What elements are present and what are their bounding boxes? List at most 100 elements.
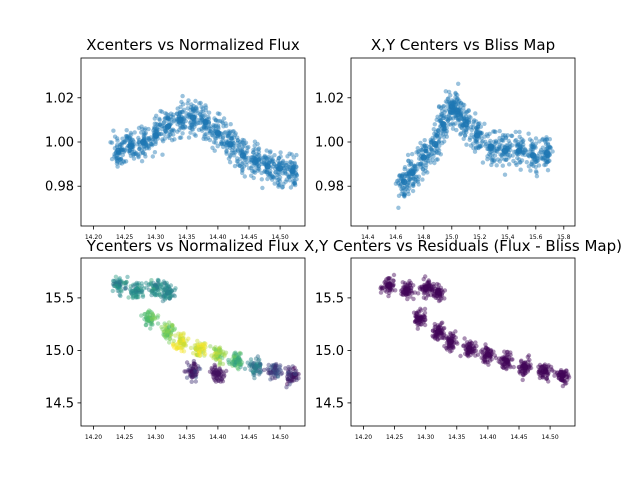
scatter-dot: [240, 144, 245, 150]
scatter-dot: [412, 163, 418, 169]
scatter-dot: [529, 153, 535, 158]
scatter-dot: [529, 143, 535, 149]
scatter-dot: [449, 339, 454, 344]
scatter-dot: [543, 155, 548, 161]
scatter-dot: [429, 138, 434, 144]
scatter-dot: [408, 285, 413, 290]
scatter-dot: [155, 284, 160, 289]
scatter-dot: [445, 336, 450, 341]
scatter-dot: [288, 163, 293, 168]
scatter-dot: [545, 148, 551, 153]
scatter-dot: [446, 114, 451, 119]
scatter-dot: [530, 142, 535, 147]
scatter-dot: [230, 129, 235, 134]
scatter-dot: [452, 109, 457, 115]
scatter-dot: [168, 289, 173, 295]
x-tick-label: 14.40: [479, 434, 496, 441]
scatter-dot: [532, 153, 537, 158]
scatter-dot: [428, 139, 434, 145]
scatter-dot: [468, 125, 474, 130]
scatter-dot: [155, 127, 161, 133]
scatter-dot: [164, 291, 170, 296]
scatter-dot: [174, 117, 180, 122]
scatter-dot: [291, 182, 296, 187]
scatter-dot: [499, 355, 505, 360]
scatter-dot: [515, 155, 520, 161]
scatter-dot: [444, 340, 450, 345]
scatter-dot: [211, 370, 216, 376]
scatter-dot: [461, 136, 466, 141]
data-point: [401, 178, 408, 185]
scatter-dot: [141, 139, 147, 145]
scatter-dot: [413, 167, 418, 172]
scatter-dot: [436, 326, 441, 331]
scatter-dot: [542, 149, 547, 154]
scatter-dot: [523, 148, 528, 153]
scatter-dot: [217, 132, 222, 138]
scatter-dot: [405, 282, 410, 288]
scatter-dot: [197, 111, 203, 117]
scatter-dot: [237, 163, 243, 168]
scatter-dot: [165, 286, 171, 291]
scatter-dot: [452, 109, 457, 114]
scatter-dot: [415, 320, 420, 326]
scatter-dot: [179, 348, 184, 354]
scatter-dot: [435, 157, 440, 162]
scatter-dot: [441, 115, 447, 121]
scatter-dot: [433, 289, 438, 294]
scatter-dot: [426, 284, 431, 289]
scatter-dot: [450, 344, 456, 349]
scatter-dot: [536, 369, 541, 375]
data-point: [466, 345, 473, 352]
scatter-dot: [233, 148, 238, 153]
scatter-dot: [391, 278, 396, 283]
x-tick-label: 15.6: [529, 234, 543, 241]
scatter-dot: [177, 335, 182, 340]
scatter-dot: [155, 131, 160, 137]
scatter-dot: [250, 155, 255, 160]
scatter-dot: [423, 286, 429, 292]
scatter-dot: [141, 144, 146, 149]
scatter-dot: [386, 279, 392, 284]
scatter-dot: [257, 167, 262, 172]
scatter-dot: [115, 278, 120, 283]
scatter-dot: [500, 357, 505, 362]
data-point: [540, 368, 548, 375]
scatter-dot: [162, 332, 167, 337]
scatter-dot: [210, 133, 216, 138]
scatter-dot: [292, 371, 297, 377]
scatter-dot: [488, 354, 493, 359]
scatter-dot: [476, 121, 481, 127]
scatter-dot: [446, 343, 451, 349]
scatter-dot: [163, 128, 168, 133]
scatter-dot: [189, 366, 195, 372]
scatter-dot: [443, 108, 448, 113]
scatter-dot: [251, 155, 256, 160]
scatter-dot: [399, 176, 404, 181]
scatter-dot: [284, 385, 289, 390]
scatter-dot: [448, 338, 454, 344]
scatter-dot: [430, 135, 435, 141]
scatter-dot: [525, 359, 531, 364]
scatter-dot: [150, 143, 155, 148]
scatter-dot: [276, 156, 281, 161]
scatter-dot: [167, 336, 172, 341]
scatter-dot: [533, 145, 538, 150]
scatter-dot: [451, 100, 456, 105]
scatter-dot: [252, 153, 257, 158]
scatter-dot: [271, 158, 276, 164]
scatter-dot: [502, 349, 507, 354]
scatter-dot: [178, 135, 184, 140]
scatter-dot: [548, 145, 553, 150]
scatter-dot: [136, 282, 141, 288]
scatter-dot: [165, 330, 170, 335]
scatter-dot: [478, 130, 483, 135]
scatter-dot: [293, 375, 298, 380]
scatter-dot: [532, 144, 537, 149]
scatter-dot: [212, 378, 217, 383]
scatter-dot: [275, 166, 281, 172]
scatter-dot: [450, 116, 456, 121]
scatter-dot: [270, 164, 275, 169]
scatter-dot: [158, 132, 163, 137]
scatter-dot: [191, 111, 196, 117]
